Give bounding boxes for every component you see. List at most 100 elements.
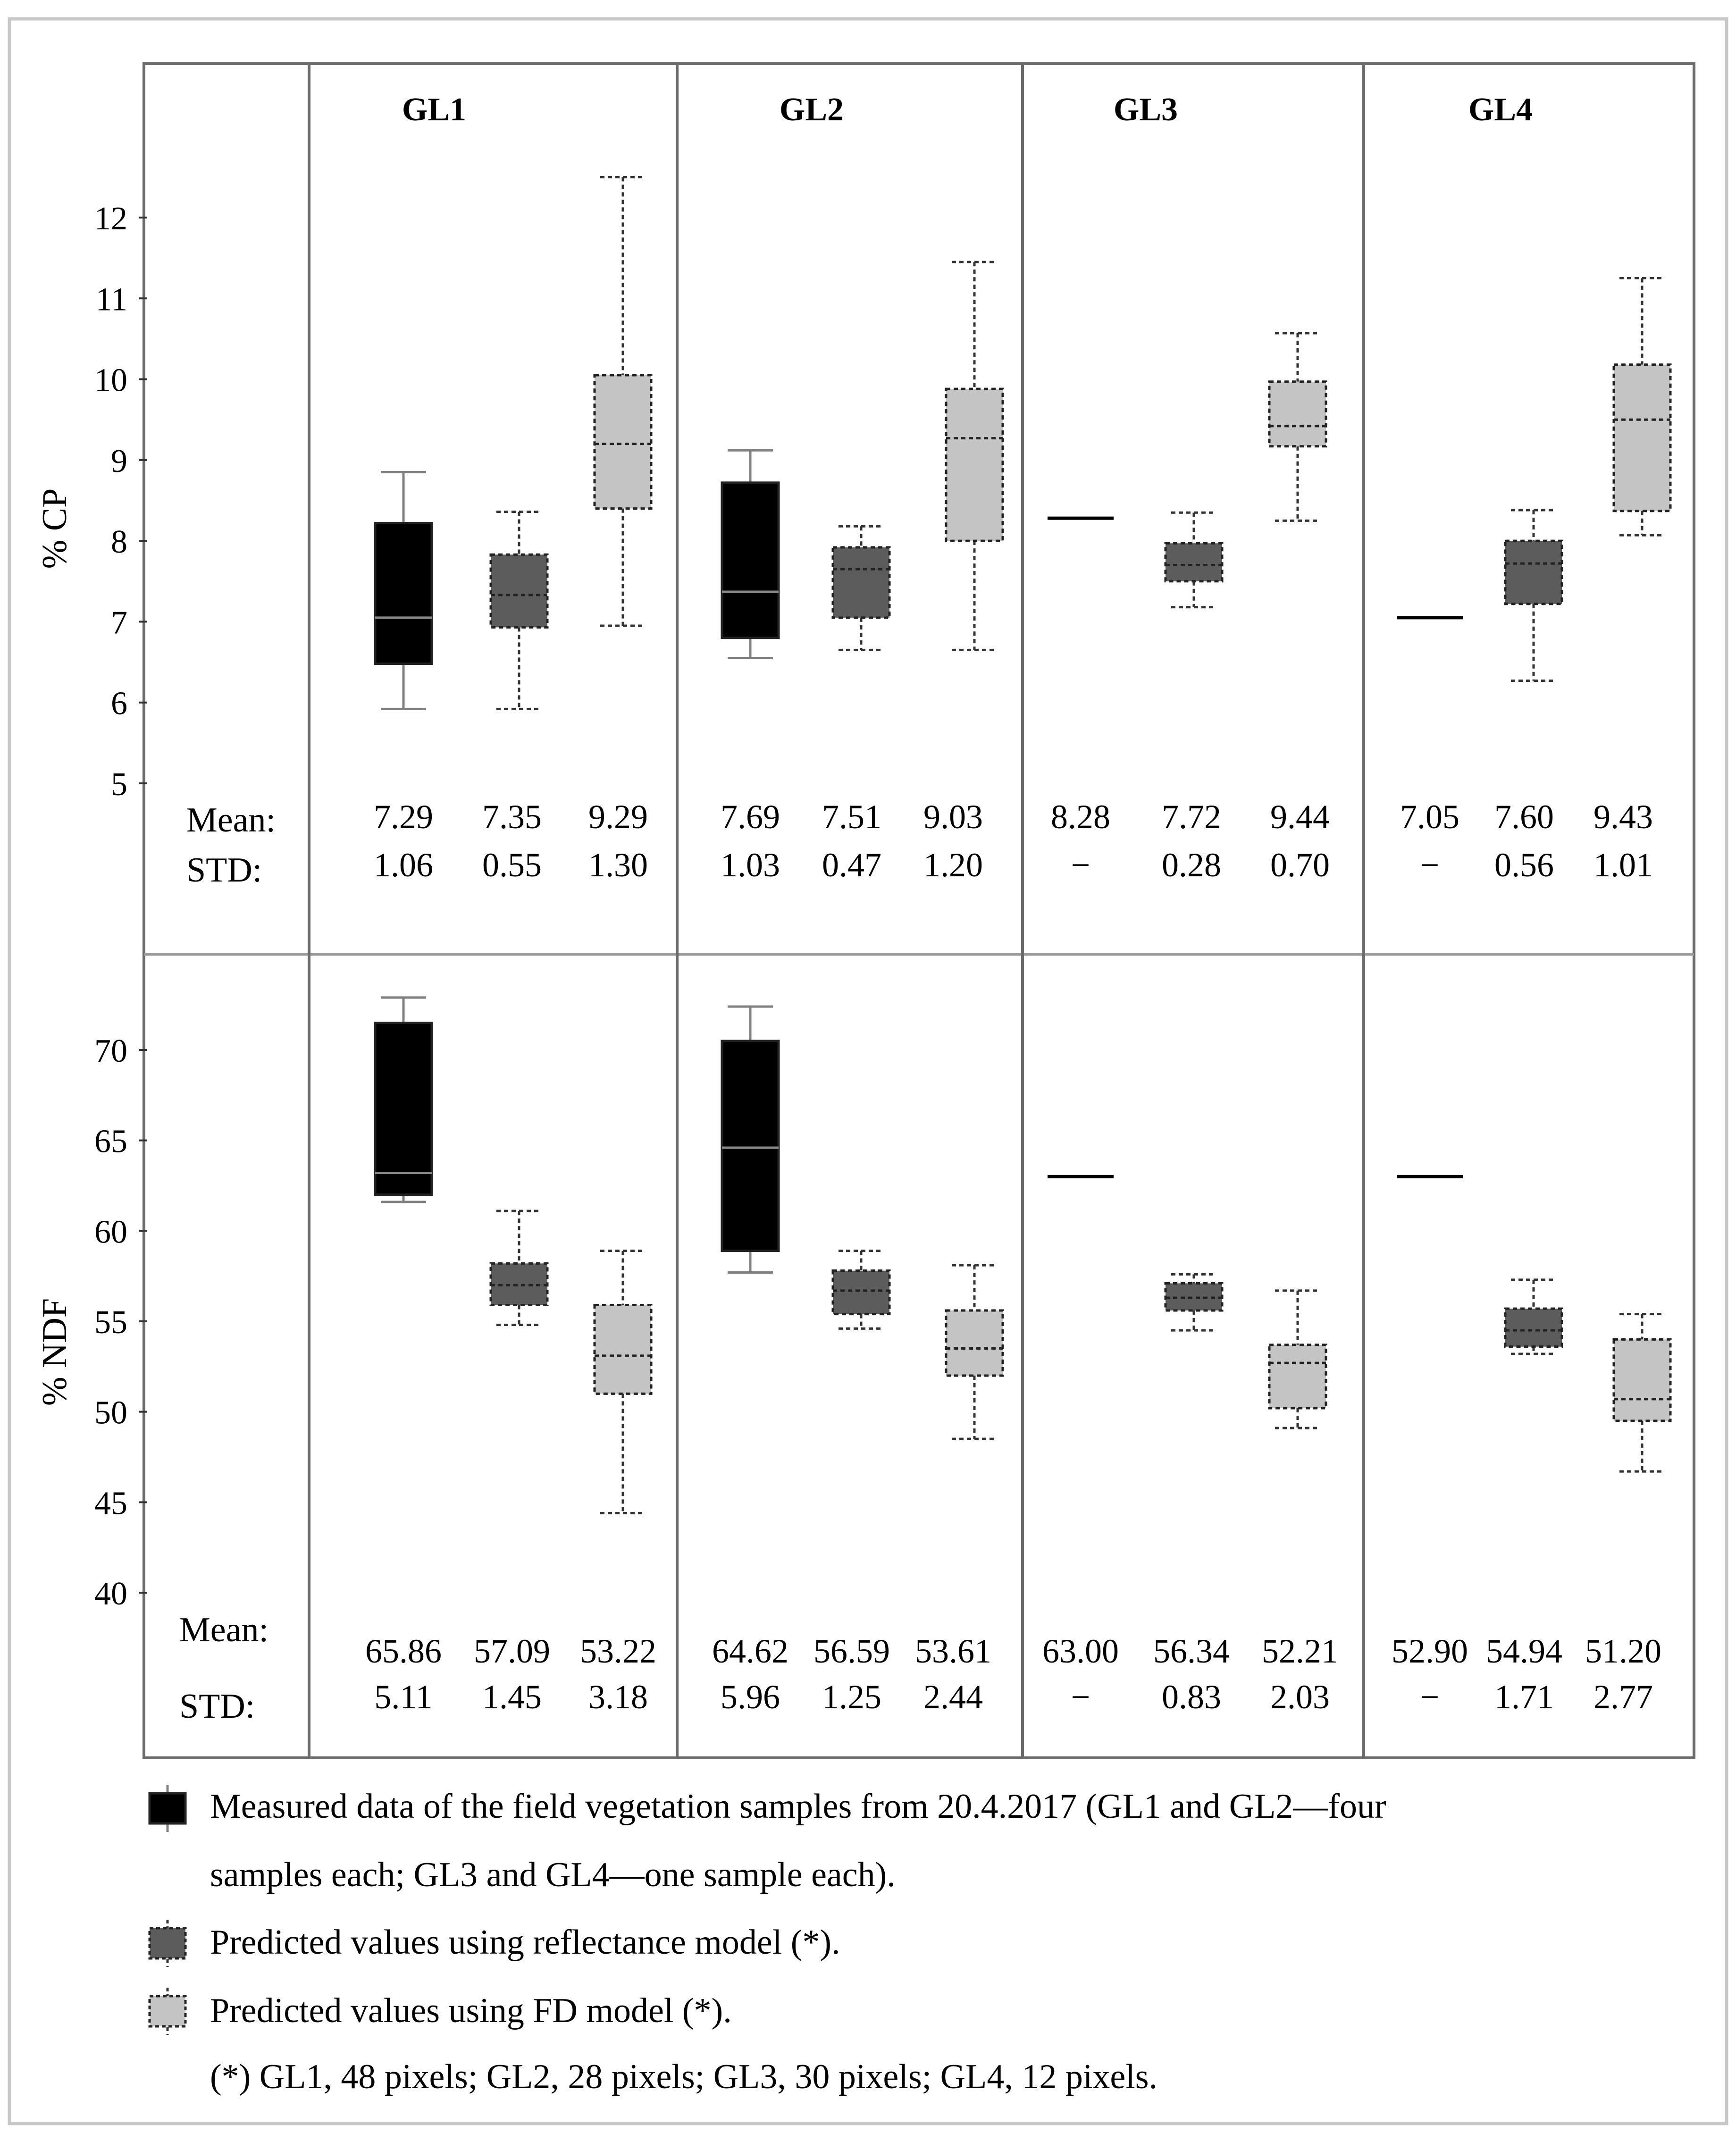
std-label: STD: xyxy=(179,1687,255,1726)
legend-swatch-fd xyxy=(148,1988,187,2035)
y-tick-label: 60 xyxy=(94,1214,127,1250)
mean-value: 9.03 xyxy=(923,798,983,836)
std-value: 1.20 xyxy=(923,846,983,884)
mean-value: 64.62 xyxy=(712,1632,788,1670)
box-fd xyxy=(1268,332,1327,522)
iqr-box xyxy=(945,1309,1004,1377)
mean-value: 7.60 xyxy=(1494,798,1554,836)
std-value: 1.25 xyxy=(822,1678,881,1716)
mean-value: 53.61 xyxy=(915,1632,991,1670)
std-value: 5.11 xyxy=(374,1678,432,1716)
box-measured xyxy=(374,471,433,710)
iqr-box xyxy=(1612,363,1672,512)
mean-value: 8.28 xyxy=(1051,798,1110,836)
mean-value: 9.29 xyxy=(588,798,648,836)
std-value: 0.70 xyxy=(1270,846,1330,884)
box-reflectance xyxy=(831,525,891,651)
y-tick-label: 9 xyxy=(111,443,127,479)
group-gl4: 52.90 − 54.94 1.71 51.20 2.77 xyxy=(1392,1175,1672,1716)
mean-value: 7.51 xyxy=(822,798,881,836)
box-measured xyxy=(721,1005,780,1274)
iqr-box xyxy=(945,387,1004,542)
mean-value: 9.44 xyxy=(1270,798,1330,836)
iqr-box xyxy=(374,521,433,665)
mean-value: 7.72 xyxy=(1162,798,1221,836)
y-tick-label: 12 xyxy=(94,201,127,237)
y-tick-label: 10 xyxy=(94,362,127,399)
legend: Measured data of the field vegetation sa… xyxy=(148,1785,1386,2096)
std-value: − xyxy=(1420,846,1440,884)
std-value: 1.03 xyxy=(721,846,780,884)
box-fd xyxy=(1612,1313,1672,1473)
legend-swatch-reflectance xyxy=(148,1920,187,1967)
group-header: GL4 xyxy=(1468,92,1533,128)
std-value: 0.47 xyxy=(822,846,881,884)
std-value: − xyxy=(1071,1678,1090,1716)
box-reflectance xyxy=(1164,1273,1224,1332)
group-header: GL3 xyxy=(1114,92,1178,128)
mean-value: 51.20 xyxy=(1585,1632,1661,1670)
group-gl1: 65.86 5.11 57.09 1.45 53.22 3.18 xyxy=(365,996,656,1716)
mean-value: 65.86 xyxy=(365,1632,442,1670)
group-gl3: 8.28 − 7.72 0.28 9.44 0.70 xyxy=(1048,332,1330,884)
mean-value: 56.34 xyxy=(1153,1632,1230,1670)
footnote: (*) GL1, 48 pixels; GL2, 28 pixels; GL3,… xyxy=(210,2057,1157,2096)
std-value: 0.55 xyxy=(482,846,542,884)
y-tick-label: 7 xyxy=(111,605,127,641)
y-tick-label: 6 xyxy=(111,686,127,722)
mean-value: 7.35 xyxy=(482,798,542,836)
std-label: STD: xyxy=(186,851,262,890)
iqr-box xyxy=(721,1040,780,1252)
group-gl1: 7.29 1.06 7.35 0.55 9.29 1.30 xyxy=(374,176,653,884)
std-value: 0.28 xyxy=(1162,846,1221,884)
group-gl4: 7.05 − 7.60 0.56 9.43 1.01 xyxy=(1397,277,1672,884)
panel-cp: 5 6 7 8 9 10 11 12 7.29 1.06 7.35 0.55 9.29 1.30 7.69 1… xyxy=(94,176,1672,884)
std-value: 2.77 xyxy=(1593,1678,1653,1716)
std-value: 3.18 xyxy=(588,1678,648,1716)
iqr-box xyxy=(374,1022,433,1196)
iqr-box xyxy=(593,1304,653,1395)
box-fd xyxy=(593,176,653,627)
std-value: 0.56 xyxy=(1494,846,1554,884)
y-tick-label: 50 xyxy=(94,1395,127,1431)
std-value: 2.03 xyxy=(1270,1678,1330,1716)
std-value: 1.71 xyxy=(1494,1678,1554,1716)
legend-box xyxy=(148,1792,187,1825)
legend-box xyxy=(148,1927,187,1960)
iqr-box xyxy=(1268,380,1327,448)
mean-value: 56.59 xyxy=(813,1632,890,1670)
y-tick-label: 8 xyxy=(111,524,127,560)
y-axis-label: % CP xyxy=(35,488,74,569)
std-value: 1.06 xyxy=(374,846,433,884)
iqr-box xyxy=(593,374,653,510)
plot-frame xyxy=(143,62,1695,1759)
std-value: 0.83 xyxy=(1162,1678,1221,1716)
iqr-box xyxy=(1504,539,1563,605)
std-value: 1.45 xyxy=(482,1678,542,1716)
legend-label-reflectance: Predicted values using reflectance model… xyxy=(210,1923,840,1962)
std-value: 1.01 xyxy=(1593,846,1653,884)
y-tick-label: 65 xyxy=(94,1124,127,1160)
y-tick-label: 40 xyxy=(94,1576,127,1612)
mean-value: 7.29 xyxy=(374,798,433,836)
mean-value: 57.09 xyxy=(474,1632,550,1670)
y-tick-label: 11 xyxy=(96,281,127,318)
iqr-box xyxy=(831,1269,891,1316)
box-reflectance xyxy=(1164,511,1224,609)
group-header: GL1 xyxy=(402,92,466,128)
mean-value: 53.22 xyxy=(580,1632,656,1670)
std-value: 2.44 xyxy=(923,1678,983,1716)
mean-value: 9.43 xyxy=(1593,798,1653,836)
group-gl2: 64.62 5.96 56.59 1.25 53.61 2.44 xyxy=(712,1005,1004,1716)
std-value: 1.30 xyxy=(588,846,648,884)
box-reflectance xyxy=(1504,509,1563,682)
y-tick-label: 55 xyxy=(94,1304,127,1341)
y-axis-label: % NDF xyxy=(35,1298,74,1406)
group-gl2: 7.69 1.03 7.51 0.47 9.03 1.20 xyxy=(721,260,1004,884)
panel-ndf: 40 45 50 55 60 65 70 65.86 5.11 57.09 1.45 53.22 3.1… xyxy=(94,996,1672,1716)
legend-label-fd: Predicted values using FD model (*). xyxy=(210,1991,732,2030)
mean-value: 7.69 xyxy=(721,798,780,836)
iqr-box xyxy=(831,546,891,619)
iqr-box xyxy=(1504,1307,1563,1348)
box-reflectance xyxy=(1504,1278,1563,1355)
